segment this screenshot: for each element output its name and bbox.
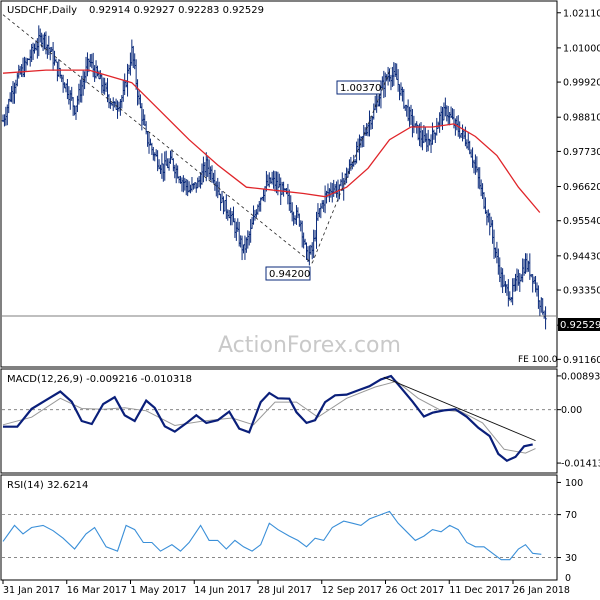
rsi-y-tick-label: 0 [565,573,571,584]
ohlc-values: 0.92914 0.92927 0.92283 0.92529 [89,5,264,16]
x-axis: 31 Jan 2017 16 Mar 2017 1 May 2017 14 Jun 2… [2,580,570,596]
macd-y-tick-label: 0.00 [561,405,582,416]
price-y-tick-label: 0.98810 [563,113,600,124]
watermark: ActionForex.com [218,333,401,358]
price-series-layer [1,14,556,330]
rsi-title: RSI(14) 32.6214 [7,480,88,491]
price-y-tick-label: 0.94430 [563,251,600,262]
x-tick-label: 28 Jul 2017 [258,585,312,596]
price-y-tick-label: 0.91160 [563,355,600,366]
high-annotation: 1.00370 [336,80,382,95]
last-price-tag: 0.92529 [558,318,600,331]
x-tick-label: 14 Jun 2017 [194,585,251,596]
rsi-y-tick-label: 70 [565,510,577,521]
x-tick-label: 31 Jan 2017 [3,585,60,596]
x-tick-label: 26 Jan 2018 [513,585,570,596]
projection-line [311,67,392,264]
macd-panel-frame [0,368,558,474]
rsi-panel-frame [0,474,558,581]
price-y-tick-label: 1.01000 [563,43,600,54]
price-y-tick-label: 0.95540 [563,216,600,227]
high-annotation-box [336,80,382,95]
low-annotation: 0.94200 [265,266,311,281]
moving-average-line [2,69,541,213]
macd-trendline [383,376,536,442]
price-title: USDCHF,Daily [7,5,77,16]
macd-y-tick-label: 0.008934 [561,371,600,382]
rsi-y-axis: 100 70 30 0 [557,478,583,584]
macd-line [3,374,533,462]
x-tick-label: 1 May 2017 [131,585,187,596]
fe-label: FE 100.0 [518,355,558,365]
last-price-tag-box [558,318,600,331]
x-tick-label: 26 Oct 2017 [386,585,445,596]
price-y-tick-label: 1.02110 [563,8,600,19]
high-annotation-label: 1.00370 [340,83,381,94]
low-annotation-label: 0.94200 [269,269,310,280]
price-y-tick-label: 0.96620 [563,182,600,193]
price-panel-header: USDCHF,Daily 0.92914 0.92927 0.92283 0.9… [7,5,264,16]
last-price-tag-label: 0.92529 [560,320,600,331]
low-annotation-box [265,266,311,281]
price-y-tick-label: 0.93350 [563,286,600,297]
macd-title: MACD(12,26,9) -0.009216 -0.010318 [7,374,192,385]
macd-series-layer [2,374,556,462]
x-tick-label: 12 Sep 2017 [322,585,382,596]
price-panel-frame [0,0,558,368]
projection-line [2,14,313,264]
macd-y-axis: 0.008934 0.00 -0.014136 [557,371,600,470]
macd-y-tick-label: -0.014136 [561,459,600,470]
rsi-y-tick-label: 100 [565,478,583,489]
x-tick-label: 11 Dec 2017 [449,585,510,596]
price-bar [544,306,547,330]
rsi-series-layer [2,510,556,561]
price-y-tick-label: 0.99920 [563,78,600,89]
x-tick-label: 16 Mar 2017 [67,585,127,596]
price-y-tick-label: 0.97730 [563,147,600,158]
rsi-y-tick-label: 30 [565,553,577,564]
rsi-line [2,510,542,561]
